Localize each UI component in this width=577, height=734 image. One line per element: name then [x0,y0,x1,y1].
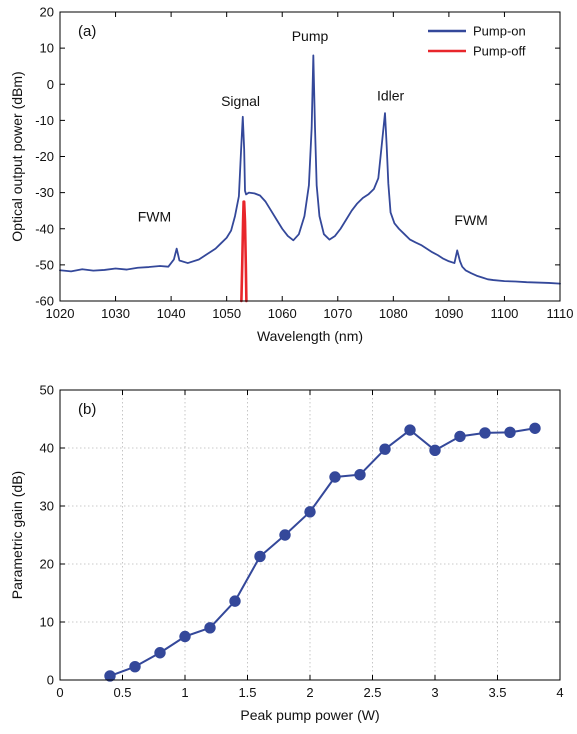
y-tick-label: 10 [40,615,54,630]
x-tick-label: 1050 [212,306,241,321]
y-tick-label: -50 [35,257,54,272]
y-tick-label: -60 [35,294,54,309]
x-tick-label: 3.5 [488,685,506,700]
legend-entry-pump-off: Pump-off [473,44,526,59]
y-tick-label: 40 [40,441,54,456]
data-point [379,443,391,455]
data-point [304,506,316,518]
y-tick-label: 20 [40,557,54,572]
x-tick-label: 0.5 [113,685,131,700]
data-point [279,529,291,541]
x-tick-label: 1.5 [238,685,256,700]
annotation-pump: Pump [292,28,329,44]
data-point [204,622,216,634]
y-tick-label: -10 [35,113,54,128]
data-point [504,426,516,439]
chart-panel-a: 1020 1030 1040 1050 1060 1070 1080 1090 1100 1110… [9,5,574,345]
plot-frame [59,11,561,302]
y-tick-label: 0 [47,77,54,92]
x-tick-label: 1070 [323,306,352,321]
data-point [404,424,416,436]
x-tick-label: 1090 [434,306,463,321]
annotation-fwm: FWM [454,212,487,228]
y-tick-label: 20 [40,5,54,20]
y-axis-label: Parametric gain (dB) [9,471,25,599]
series-line-pump-on [59,54,561,285]
x-tick-label: 2.5 [363,685,381,700]
data-point [479,427,491,439]
plot-frame [59,389,561,681]
x-axis-label: Peak pump power (W) [240,707,379,723]
data-point [179,630,191,643]
y-tick-label: -20 [35,149,54,164]
data-point [429,444,441,457]
annotation-signal: Signal [221,93,260,109]
x-tick-label: 1040 [157,306,186,321]
annotation-fwm: FWM [138,209,171,225]
series-line-pump-off [240,200,248,303]
x-tick-label: 1110 [547,306,574,321]
data-point [104,670,116,682]
x-tick-label: 1060 [268,306,297,321]
data-point [454,430,466,443]
panel-label: (a) [78,23,96,40]
data-point [354,468,366,481]
data-point [129,660,141,673]
panel-label: (b) [78,401,96,418]
x-tick-label: 2 [306,685,313,700]
annotation-idler: Idler [377,88,405,104]
y-tick-label: -30 [35,185,54,200]
data-point [154,647,166,659]
x-tick-label: 0 [56,685,63,700]
data-point [529,422,541,434]
y-tick-label: 0 [47,673,54,688]
x-tick-label: 1020 [46,306,75,321]
series-line [109,427,536,677]
y-tick-label: -40 [35,221,54,236]
x-tick-label: 4 [556,685,563,700]
data-point [329,471,341,483]
y-tick-label: 10 [40,41,54,56]
y-axis-label: Optical output power (dBm) [9,71,25,241]
legend: Pump-on Pump-off [428,24,526,59]
y-tick-label: 30 [40,499,54,514]
x-tick-label: 1080 [379,306,408,321]
legend-entry-pump-on: Pump-on [473,24,526,39]
data-point [229,595,241,607]
x-tick-label: 3 [431,685,438,700]
x-tick-label: 1 [181,685,188,700]
x-tick-label: 1030 [101,306,130,321]
data-point [254,550,266,563]
x-axis-label: Wavelength (nm) [257,328,363,344]
x-tick-label: 1100 [490,306,518,321]
y-tick-label: 50 [40,383,54,398]
